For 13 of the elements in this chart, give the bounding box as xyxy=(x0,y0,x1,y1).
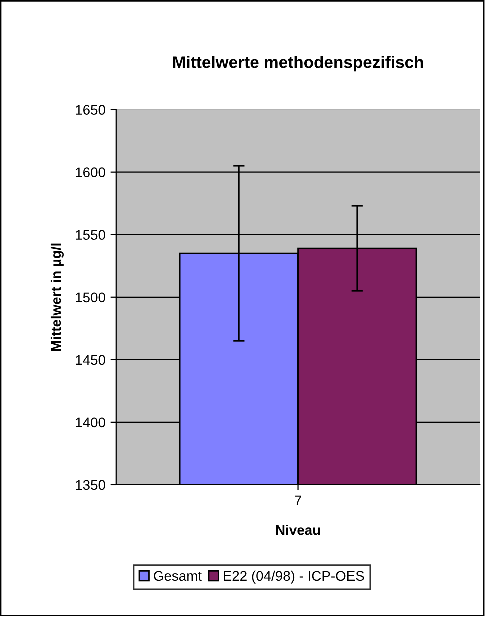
y-tick-label: 1400 xyxy=(76,418,106,428)
x-axis-title: Niveau xyxy=(276,524,320,536)
y-tick-label: 1500 xyxy=(76,292,106,303)
y-tick-label: 1650 xyxy=(76,105,106,115)
y-tick-label: 1600 xyxy=(76,168,106,178)
y-tick-label: 1550 xyxy=(76,230,106,240)
x-tick-label: 7 xyxy=(295,496,302,506)
y-axis-title: Mittelwert in µg/l xyxy=(50,244,64,352)
y-tick-label: 1450 xyxy=(76,355,106,366)
legend-label: E22 (04/98) - ICP-OES xyxy=(224,570,364,584)
chart-title: Mittelwerte methodenspezifisch xyxy=(173,56,424,72)
y-tick-label: 1350 xyxy=(76,480,106,490)
legend-label: Gesamt xyxy=(154,571,202,582)
